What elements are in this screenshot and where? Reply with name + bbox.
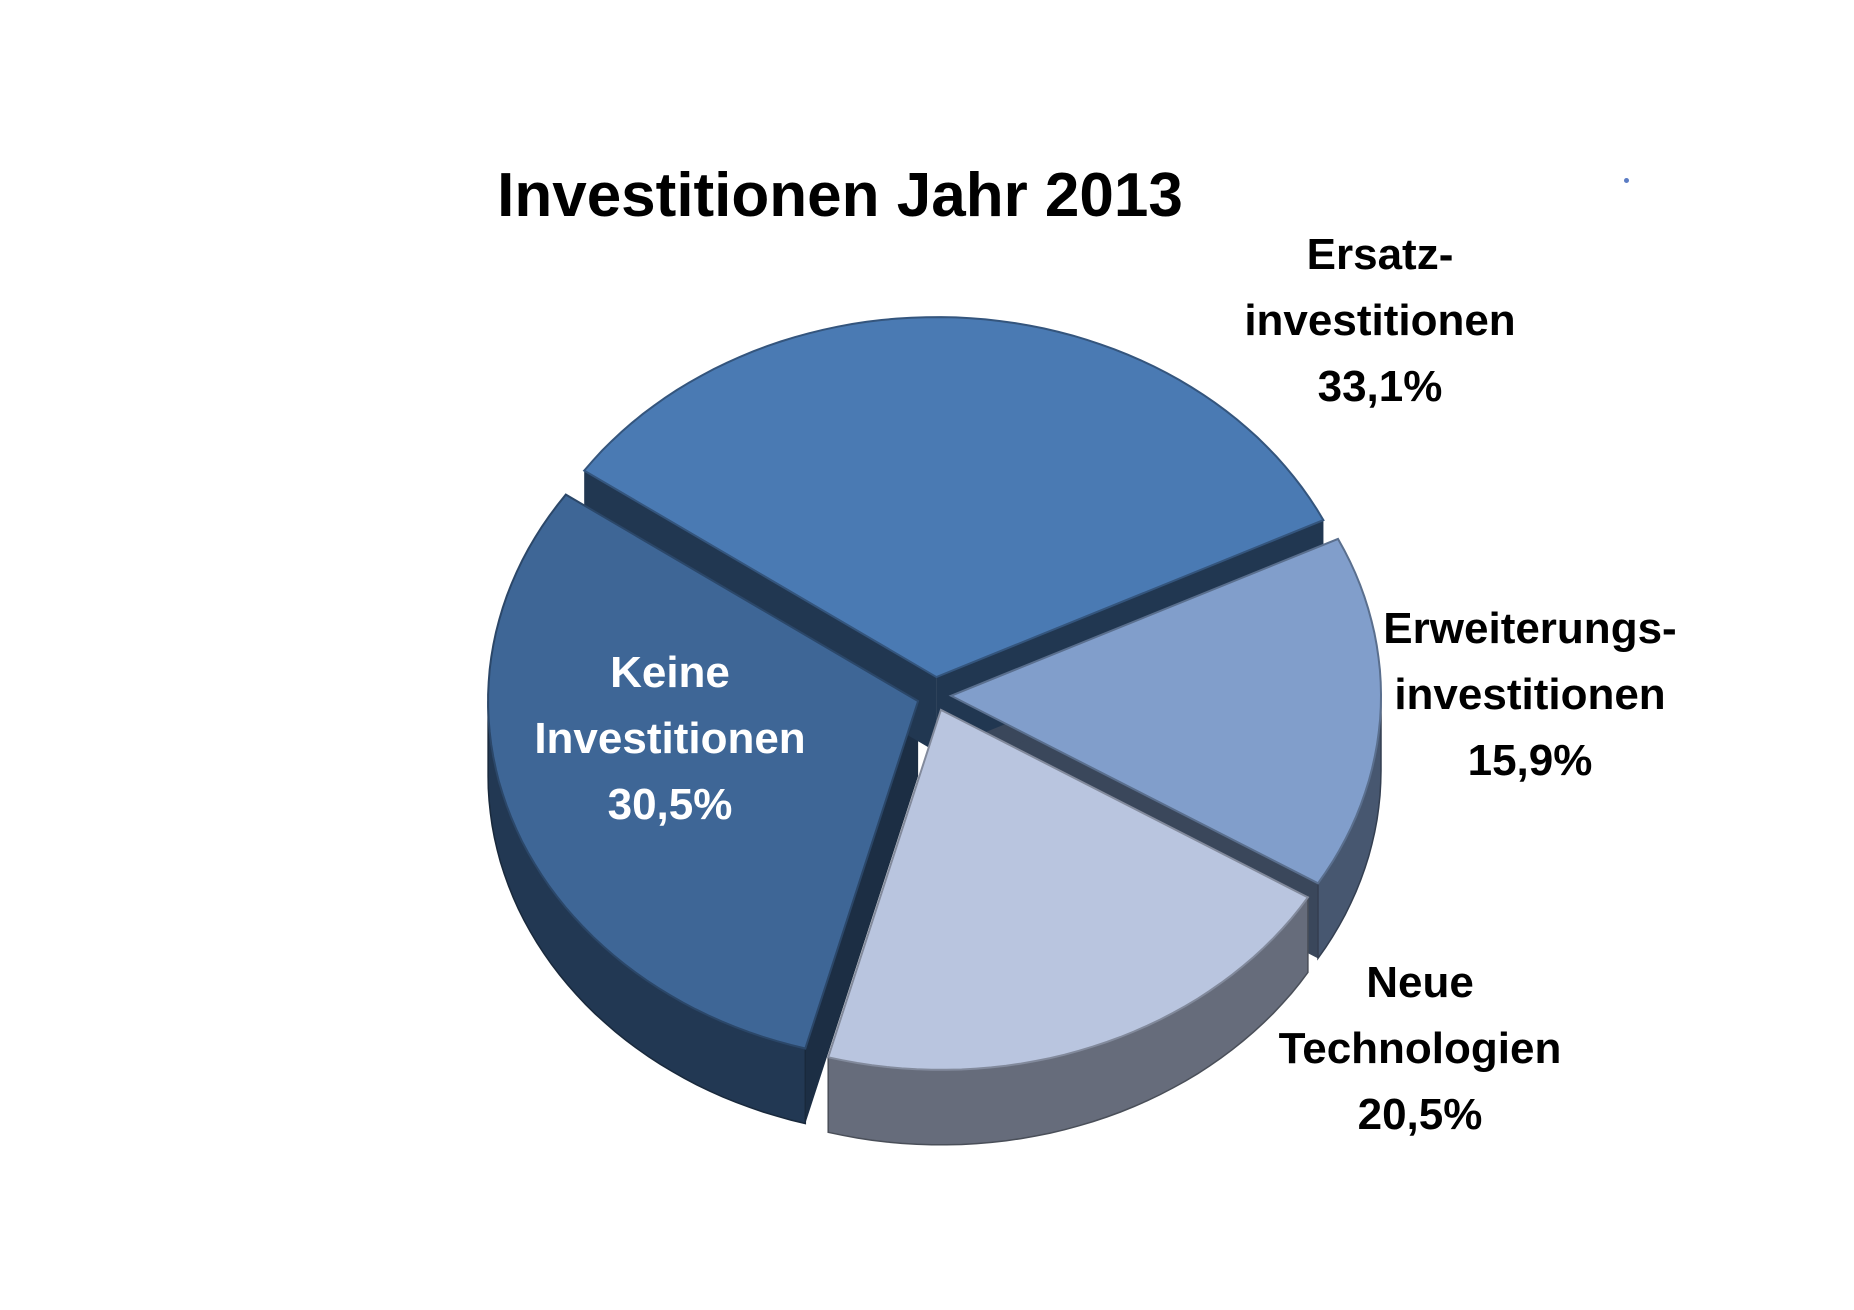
label-ersatz-value: 33,1% (1317, 362, 1443, 411)
label-neue-line1: Neue (1366, 958, 1474, 1007)
pie-slice-1 (948, 537, 1383, 885)
label-erweiterung-line1: Erweiterungs- (1383, 604, 1677, 653)
pie-slice-0 (582, 316, 1325, 679)
label-erweiterung-value: 15,9% (1467, 736, 1593, 785)
pie-slice-3 (487, 493, 920, 1050)
label-ersatz-line2: investitionen (1244, 296, 1516, 345)
label-keine: Keine Investitionen 30,5% (480, 640, 860, 838)
label-neue-value: 20,5% (1357, 1090, 1483, 1139)
pie-wall-3-0 (805, 701, 919, 1124)
label-neue: Neue Technologien 20,5% (1230, 950, 1610, 1148)
pie-slice-2 (826, 708, 1310, 1071)
label-keine-value: 30,5% (607, 780, 733, 829)
label-erweiterung: Erweiterungs- investitionen 15,9% (1340, 596, 1720, 794)
label-ersatz-line1: Ersatz- (1306, 230, 1454, 279)
label-keine-line1: Keine (610, 648, 730, 697)
label-keine-line2: Investitionen (534, 714, 806, 763)
chart-title: Investitionen Jahr 2013 (497, 161, 1183, 230)
label-erweiterung-line2: investitionen (1394, 670, 1666, 719)
label-neue-line2: Technologien (1278, 1024, 1562, 1073)
label-ersatz: Ersatz- investitionen 33,1% (1190, 222, 1570, 420)
stray-dot (1624, 178, 1629, 183)
